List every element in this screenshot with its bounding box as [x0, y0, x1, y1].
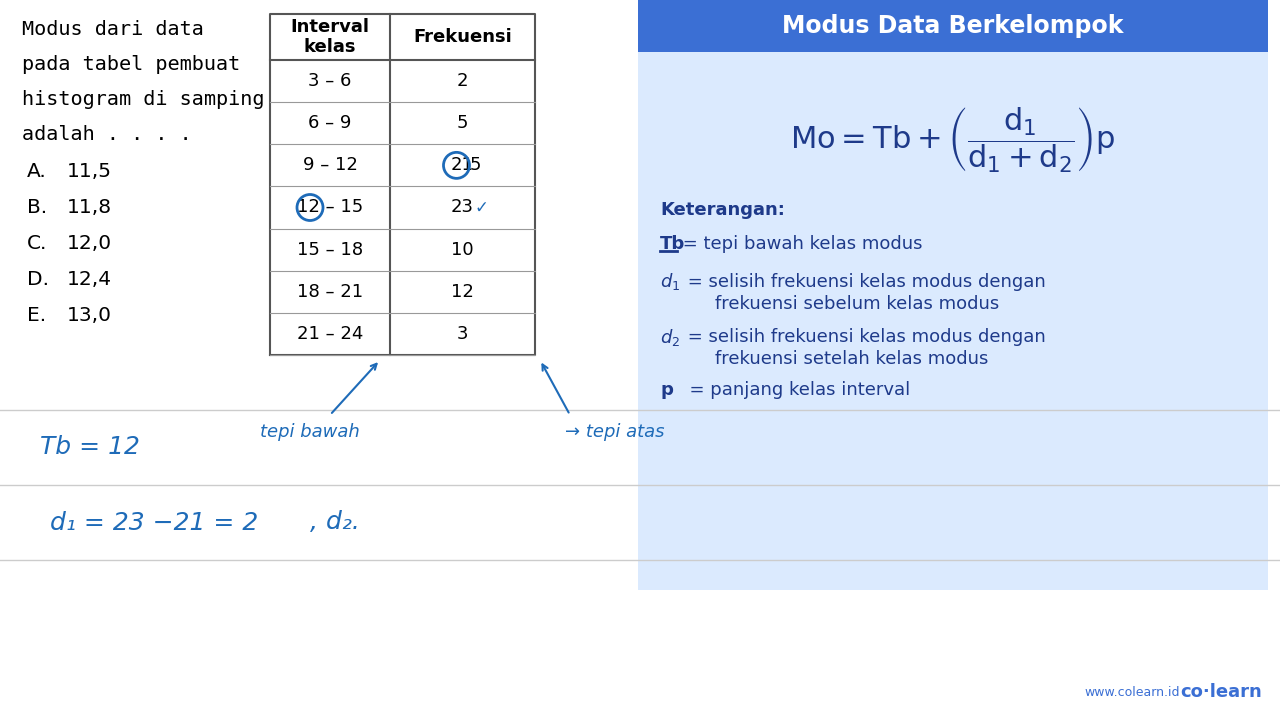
- Text: 12,4: 12,4: [67, 270, 113, 289]
- Text: 3 – 6: 3 – 6: [308, 72, 352, 90]
- Text: p: p: [660, 381, 673, 399]
- Text: 23: 23: [451, 199, 474, 217]
- Text: 11,5: 11,5: [67, 162, 113, 181]
- Text: Modus dari data: Modus dari data: [22, 20, 204, 39]
- FancyBboxPatch shape: [637, 0, 1268, 52]
- Text: B.: B.: [27, 198, 47, 217]
- Text: E.: E.: [27, 306, 46, 325]
- Text: d₁ = 23 −21 = 2: d₁ = 23 −21 = 2: [50, 510, 259, 534]
- Text: = panjang kelas interval: = panjang kelas interval: [678, 381, 910, 399]
- Text: 13,0: 13,0: [67, 306, 113, 325]
- Text: www.colearn.id: www.colearn.id: [1084, 685, 1180, 698]
- Text: 5: 5: [457, 114, 468, 132]
- Text: 6 – 9: 6 – 9: [308, 114, 352, 132]
- Text: 11,8: 11,8: [67, 198, 113, 217]
- Text: = selisih frekuensi kelas modus dengan: = selisih frekuensi kelas modus dengan: [682, 273, 1046, 291]
- Text: frekuensi setelah kelas modus: frekuensi setelah kelas modus: [716, 350, 988, 368]
- Text: pada tabel pembuat: pada tabel pembuat: [22, 55, 241, 74]
- Text: ✓: ✓: [475, 199, 489, 217]
- Text: 9 – 12: 9 – 12: [302, 156, 357, 174]
- Text: A.: A.: [27, 162, 47, 181]
- Text: → tepi atas: → tepi atas: [564, 423, 664, 441]
- Text: C.: C.: [27, 234, 47, 253]
- Text: Frekuensi: Frekuensi: [413, 28, 512, 46]
- Text: 21: 21: [451, 156, 474, 174]
- Text: co·learn: co·learn: [1180, 683, 1262, 701]
- Text: , d₂.: , d₂.: [310, 510, 360, 534]
- Text: 21 – 24: 21 – 24: [297, 325, 364, 343]
- FancyBboxPatch shape: [637, 0, 1268, 590]
- Text: 12,0: 12,0: [67, 234, 113, 253]
- Text: histogram di samping: histogram di samping: [22, 90, 265, 109]
- Text: = selisih frekuensi kelas modus dengan: = selisih frekuensi kelas modus dengan: [682, 328, 1046, 346]
- Text: 15 – 18: 15 – 18: [297, 240, 364, 258]
- Text: $d_2$: $d_2$: [660, 326, 680, 348]
- Text: Interval
kelas: Interval kelas: [291, 17, 370, 56]
- Text: 2: 2: [457, 72, 468, 90]
- Text: Tb: Tb: [660, 235, 685, 253]
- Text: 10: 10: [451, 240, 474, 258]
- Text: 18 – 21: 18 – 21: [297, 283, 364, 301]
- Text: D.: D.: [27, 270, 49, 289]
- Text: adalah . . . .: adalah . . . .: [22, 125, 192, 144]
- Text: 12: 12: [451, 283, 474, 301]
- Text: Tb = 12: Tb = 12: [40, 436, 140, 459]
- Text: $\mathrm{Mo = Tb + \left(\dfrac{d_1}{d_1 + d_2}\right) p}$: $\mathrm{Mo = Tb + \left(\dfrac{d_1}{d_1…: [790, 105, 1116, 175]
- Text: tepi bawah: tepi bawah: [260, 423, 360, 441]
- Text: frekuensi sebelum kelas modus: frekuensi sebelum kelas modus: [716, 295, 1000, 313]
- Text: 5: 5: [470, 156, 481, 174]
- Text: 3: 3: [457, 325, 468, 343]
- Text: $d_1$: $d_1$: [660, 271, 680, 292]
- Text: Modus Data Berkelompok: Modus Data Berkelompok: [782, 14, 1124, 38]
- Text: Keterangan:: Keterangan:: [660, 201, 785, 219]
- Text: = tepi bawah kelas modus: = tepi bawah kelas modus: [677, 235, 923, 253]
- Text: 12 – 15: 12 – 15: [297, 199, 364, 217]
